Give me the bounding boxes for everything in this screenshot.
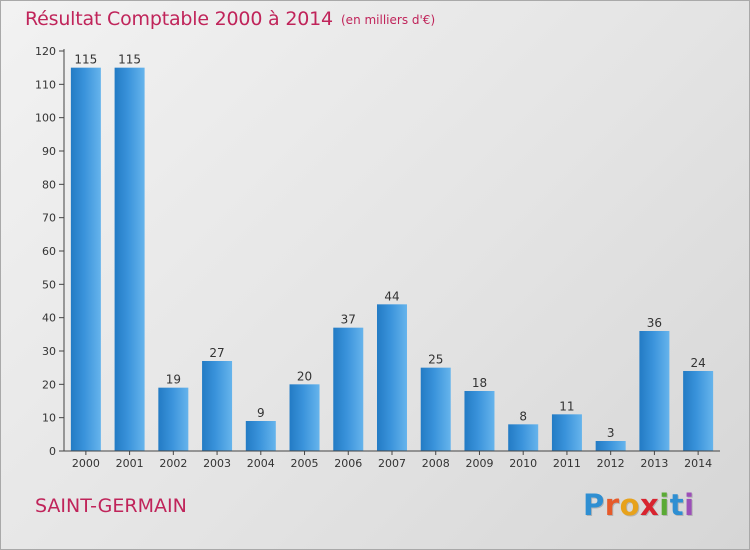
bar-value-label: 25	[428, 353, 443, 367]
y-tick-label: 50	[42, 278, 56, 291]
bar-value-label: 11	[559, 399, 574, 413]
bar	[551, 414, 582, 451]
x-tick-label: 2013	[640, 457, 668, 470]
chart-subtitle: (en milliers d'€)	[341, 13, 436, 27]
bar	[377, 304, 407, 451]
x-tick-label: 2000	[72, 457, 100, 470]
bar	[508, 424, 539, 451]
logo-letter: r	[604, 488, 620, 522]
x-tick-label: 2005	[291, 457, 319, 470]
bar-value-label: 9	[257, 406, 265, 420]
bar	[202, 361, 233, 451]
x-tick-label: 2009	[465, 457, 493, 470]
bar	[683, 371, 714, 451]
logo-letter: o	[619, 488, 641, 522]
x-tick-label: 2001	[116, 457, 144, 470]
bar-value-label: 44	[384, 289, 399, 303]
bars-group: 115 115 19 27 9 20 37 44 25 18 8 11 3 36 24	[70, 53, 714, 452]
bar	[639, 331, 670, 451]
bar	[114, 67, 145, 452]
y-tick-label: 40	[42, 312, 56, 325]
x-tick-label: 2014	[684, 457, 712, 470]
x-tick-label: 2011	[553, 457, 581, 470]
x-tick-label: 2008	[422, 457, 450, 470]
bar-value-label: 24	[690, 356, 705, 370]
bar	[245, 421, 276, 451]
y-tick-label: 120	[35, 45, 56, 58]
proxiti-logo: Proxiti	[583, 488, 695, 522]
y-tick-label: 70	[42, 212, 56, 225]
bar	[289, 384, 320, 451]
y-tick-label: 10	[42, 412, 56, 425]
logo-letter: t	[669, 488, 685, 522]
bar	[158, 387, 189, 451]
x-tick-label: 2002	[159, 457, 187, 470]
x-tick-label: 2007	[378, 457, 406, 470]
x-tick-label: 2010	[509, 457, 537, 470]
bar	[595, 441, 626, 451]
logo-letter: i	[659, 488, 670, 522]
x-tick-label: 2004	[247, 457, 275, 470]
logo-letter: x	[640, 488, 660, 522]
y-tick-label: 60	[42, 245, 56, 258]
logo-letter: P	[583, 488, 605, 522]
y-tick-label: 80	[42, 178, 56, 191]
bar-value-label: 115	[74, 53, 97, 67]
bar-value-label: 115	[118, 53, 141, 67]
bar	[420, 367, 451, 451]
bar-value-label: 27	[209, 346, 224, 360]
y-tick-label: 30	[42, 345, 56, 358]
y-tick-label: 100	[35, 112, 56, 125]
commune-name: SAINT-GERMAIN	[35, 495, 187, 517]
x-tick-label: 2012	[597, 457, 625, 470]
y-tick-label: 0	[49, 445, 56, 458]
bar	[333, 327, 364, 451]
bar-value-label: 19	[166, 373, 181, 387]
x-tick-label: 2006	[334, 457, 362, 470]
axes-group: 0 10 20 30 40 50 60 70 80 90 100 110 120 2000 2001 2002…	[35, 45, 720, 470]
bar-value-label: 8	[519, 409, 527, 423]
chart-title: Résultat Comptable 2000 à 2014	[25, 8, 333, 30]
y-tick-label: 20	[42, 378, 56, 391]
y-tick-label: 110	[35, 78, 56, 91]
bar	[464, 391, 495, 451]
y-tick-label: 90	[42, 145, 56, 158]
bar-value-label: 20	[297, 369, 312, 383]
logo-letter: i	[684, 488, 695, 522]
bar-value-label: 18	[472, 376, 487, 390]
x-tick-label: 2003	[203, 457, 231, 470]
bar-value-label: 36	[647, 316, 662, 330]
bar-value-label: 3	[607, 426, 615, 440]
bar	[70, 67, 101, 452]
bar-value-label: 37	[341, 313, 356, 327]
